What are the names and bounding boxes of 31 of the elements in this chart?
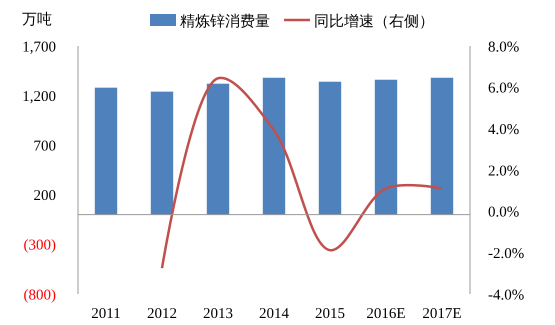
bar (150, 92, 174, 215)
x-tick-label: 2013 (203, 306, 233, 322)
bar (374, 80, 398, 215)
bar (94, 88, 118, 215)
y-tick-label: 200 (34, 188, 56, 204)
x-tick-label: 2012 (147, 306, 177, 322)
x-tick-label: 2016E (366, 306, 406, 322)
bar (262, 78, 286, 215)
x-tick-label: 2017E (422, 306, 462, 322)
y-tick-label: 1,200 (22, 88, 56, 105)
y-tick-label: (800) (24, 287, 56, 304)
y2-tick-label: -2.0% (488, 246, 524, 262)
legend-label: 精炼锌消费量 (180, 12, 270, 30)
y2-tick-label: 0.0% (488, 204, 520, 221)
bar (206, 84, 230, 215)
x-tick-label: 2011 (91, 306, 121, 322)
legend-label: 同比增速（右侧） (314, 12, 434, 30)
line-series (160, 76, 444, 270)
y-tick-label: 1,700 (22, 39, 56, 56)
y2-tick-label: 8.0% (488, 39, 520, 56)
y2-tick-label: 6.0% (488, 80, 520, 97)
bar (318, 82, 342, 215)
y2-tick-label: 4.0% (488, 122, 520, 138)
x-tick-label: 2014 (259, 306, 290, 322)
x-tick-label: 2015 (315, 306, 345, 322)
y-axis-title: 万吨 (22, 10, 52, 28)
y-tick-label: (300) (24, 238, 56, 254)
y2-tick-label: -4.0% (488, 287, 524, 304)
y2-tick-label: 2.0% (488, 163, 520, 180)
bar (430, 78, 454, 215)
y-tick-label: 700 (34, 138, 56, 154)
